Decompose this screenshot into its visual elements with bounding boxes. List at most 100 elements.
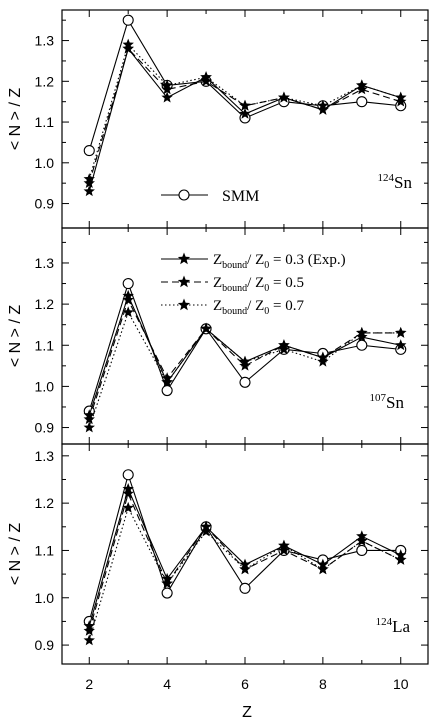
panel-0 <box>83 14 407 197</box>
legend-slash-z: / Z <box>247 252 264 268</box>
data-point-dashed <box>239 359 251 371</box>
y-axis-title: < N > / Z <box>7 305 24 367</box>
nucleus-label: 124Sn <box>378 172 413 192</box>
data-point-dotted <box>161 376 173 388</box>
legend-sub-bound: bound <box>222 283 247 294</box>
panel-2 <box>83 469 407 646</box>
x-axis-title: Z <box>242 704 252 721</box>
data-point-dotted <box>200 322 212 334</box>
nucleus-mass: 107 <box>370 392 387 404</box>
data-point-dotted <box>161 577 173 589</box>
series-line-dotted <box>88 506 401 641</box>
legend-entry-solid: Zbound/ Z0 = 0.3 (Exp.) <box>161 252 346 271</box>
plot-area <box>83 14 407 646</box>
data-point-smm <box>239 582 251 594</box>
nucleus-mass: 124 <box>378 172 395 184</box>
legend-label: Zbound/ Z0 = 0.3 (Exp.) <box>213 252 346 271</box>
nucleus-label: 124La <box>376 616 411 636</box>
data-point-dashed <box>161 83 173 95</box>
series-line-solid <box>88 487 401 627</box>
x-tick-label: 10 <box>393 676 409 692</box>
data-point-dotted <box>239 99 251 111</box>
data-point-dotted <box>161 79 173 91</box>
data-point-dotted <box>122 38 134 50</box>
legend-sub-bound: bound <box>222 306 247 317</box>
data-point-dotted <box>317 355 329 367</box>
legend-star-marker <box>177 252 191 265</box>
y-tick-label: 1.3 <box>35 255 55 271</box>
legend-z: Z <box>213 252 222 268</box>
y-tick-label: 1.0 <box>35 590 55 606</box>
axis-labels: 0.91.01.11.21.3< N > / Z124Sn0.91.01.11.… <box>7 33 412 721</box>
data-point-dotted <box>83 421 95 433</box>
legend-smm: SMM <box>161 188 259 205</box>
panel-frames <box>61 9 429 665</box>
data-point-smm <box>239 376 251 388</box>
legend-entry-dotted: Zbound/ Z0 = 0.7 <box>161 298 304 317</box>
data-point-dotted <box>239 355 251 367</box>
data-point-dotted <box>122 306 134 318</box>
legend-z: Z <box>213 275 222 291</box>
data-point-smm <box>161 384 173 397</box>
legend-rest: = 0.3 (Exp.) <box>269 252 345 268</box>
nucleus-mass: 124 <box>376 616 393 628</box>
data-point-smm <box>83 145 95 157</box>
data-point-dotted <box>278 343 290 355</box>
legend-z: Z <box>213 298 222 314</box>
panel-frame-2 <box>61 443 429 665</box>
data-point-dashed <box>122 487 134 499</box>
data-point-solid <box>239 107 251 119</box>
data-point-dashed <box>83 413 95 425</box>
legend-slash-z: / Z <box>247 275 264 291</box>
data-point-dotted <box>83 634 95 646</box>
legend-smm-label: SMM <box>222 188 259 205</box>
data-point-solid <box>161 91 173 103</box>
y-tick-label: 1.0 <box>35 378 55 394</box>
series-line-smm <box>88 281 401 412</box>
data-point-dotted <box>122 501 134 513</box>
series-line-smm <box>88 472 401 622</box>
y-tick-label: 1.2 <box>35 73 55 89</box>
y-tick-label: 1.3 <box>35 448 55 464</box>
data-point-dashed <box>278 544 290 556</box>
legend-sub-0: 0 <box>264 260 269 271</box>
nucleus-label: 107Sn <box>370 392 405 412</box>
data-point-dotted <box>356 326 368 338</box>
y-tick-label: 0.9 <box>35 637 55 653</box>
legend-sub-0: 0 <box>264 283 269 294</box>
legend-sub-bound: bound <box>222 260 247 271</box>
data-point-dashed <box>200 75 212 87</box>
data-point-smm <box>356 339 368 351</box>
y-tick-label: 1.1 <box>35 337 55 353</box>
data-point-smm <box>122 277 134 290</box>
series-line-dotted <box>88 310 401 428</box>
y-tick-label: 1.2 <box>35 296 55 312</box>
legend-sub-0: 0 <box>264 306 269 317</box>
x-tick-label: 6 <box>241 676 249 692</box>
data-point-dotted <box>200 71 212 83</box>
x-tick-label: 8 <box>319 676 327 692</box>
data-point-dotted <box>395 553 407 565</box>
data-point-dotted <box>356 79 368 91</box>
y-tick-label: 0.9 <box>35 196 55 212</box>
data-point-dashed <box>83 177 95 189</box>
legend-entry-dashed: Zbound/ Z0 = 0.5 <box>161 275 304 294</box>
data-point-dashed <box>317 103 329 115</box>
x-tick-label: 2 <box>85 676 93 692</box>
nucleus-symbol: Sn <box>394 173 412 192</box>
data-point-smm <box>356 544 368 557</box>
y-tick-label: 0.9 <box>35 420 55 436</box>
nucleus-symbol: Sn <box>386 393 404 412</box>
data-point-dotted <box>278 91 290 103</box>
data-point-solid <box>395 339 407 351</box>
data-point-dotted <box>317 563 329 575</box>
data-point-solid <box>356 331 368 342</box>
legend-label: Zbound/ Z0 = 0.5 <box>213 275 304 294</box>
series-line-smm <box>88 18 401 151</box>
data-point-dotted <box>356 534 368 546</box>
data-point-smm <box>356 96 368 108</box>
y-tick-label: 1.1 <box>35 114 55 130</box>
data-point-solid <box>83 185 95 197</box>
x-tick-label: 4 <box>163 676 171 692</box>
